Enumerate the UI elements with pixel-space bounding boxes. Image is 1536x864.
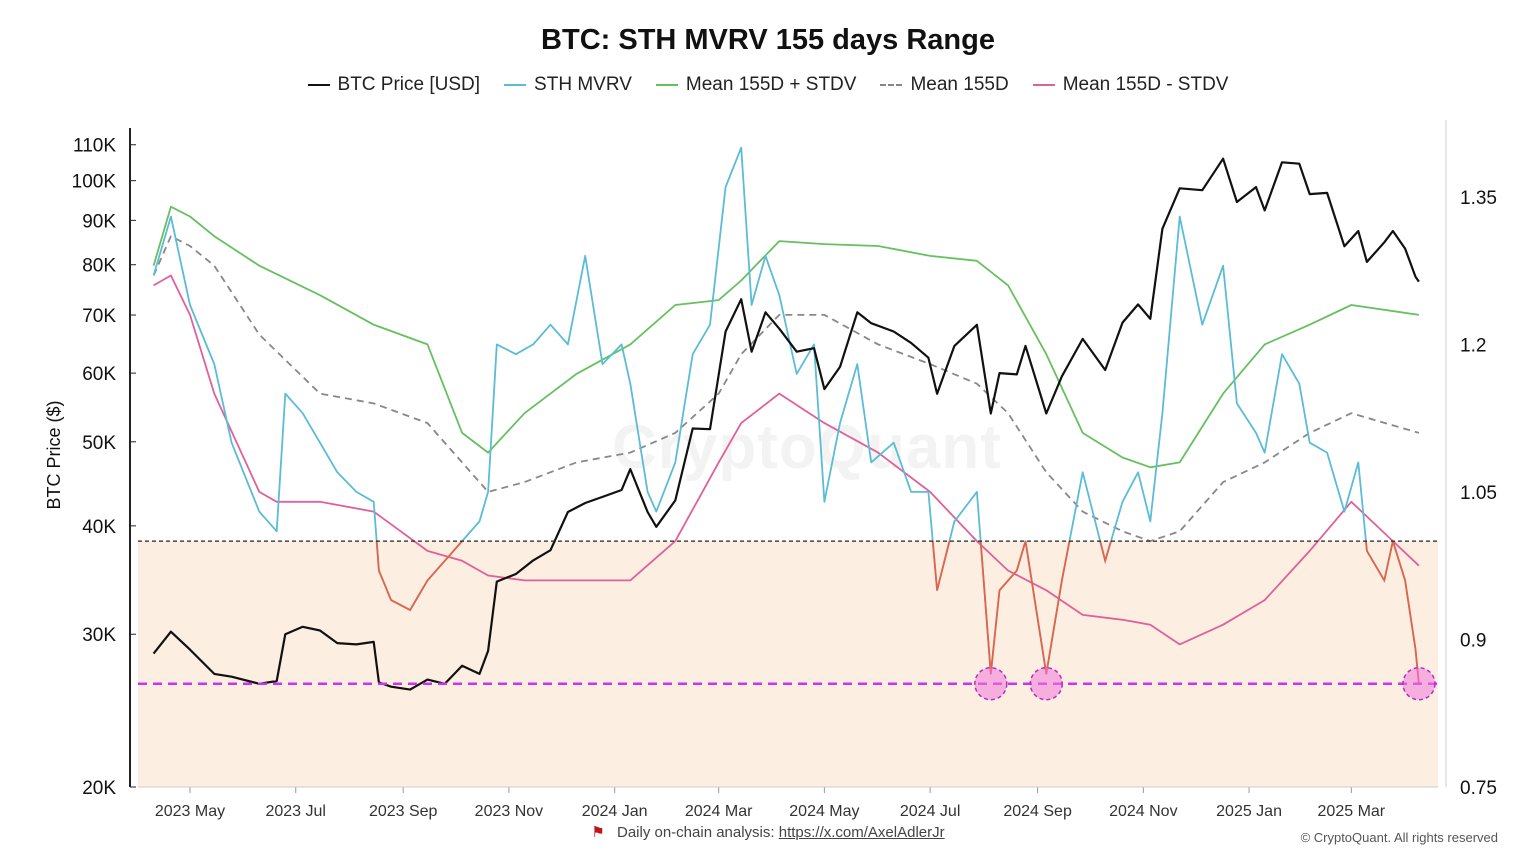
highlight-circle xyxy=(1402,666,1436,701)
legend-swatch xyxy=(1032,84,1055,86)
legend-swatch xyxy=(307,84,330,86)
y-tick-label: 80K xyxy=(82,256,116,277)
y2-tick-label: 1.2 xyxy=(1460,335,1486,356)
y2-tick-label: 1.35 xyxy=(1460,188,1497,209)
y-tick-label: 100K xyxy=(72,172,117,193)
shaded-band-layer xyxy=(138,541,1438,787)
x-tick-label: 2024 Jan xyxy=(582,803,648,820)
shaded-region xyxy=(138,541,1438,787)
x-tick-label: 2023 May xyxy=(155,803,225,820)
footer-text: Daily on-chain analysis: xyxy=(616,824,779,841)
x-tick-label: 2025 Mar xyxy=(1318,803,1386,820)
legend-swatch xyxy=(880,84,903,86)
legend-label: STH MVRV xyxy=(534,74,632,95)
series-line-mean-155d-stdv xyxy=(152,205,1420,469)
chart-title: BTC: STH MVRV 155 days Range xyxy=(541,24,995,56)
x-tick-label: 2024 Mar xyxy=(685,803,753,820)
series-line-mean-155d xyxy=(152,235,1420,542)
legend-swatch xyxy=(504,84,527,86)
y2-tick-label: 0.75 xyxy=(1460,778,1497,799)
reference-lines-layer xyxy=(138,540,1438,685)
highlight-circle xyxy=(1029,666,1064,701)
x-tick-label: 2023 Nov xyxy=(475,803,544,820)
x-tick-label: 2023 Sep xyxy=(369,803,438,820)
x-tick-label: 2023 Jul xyxy=(265,803,326,820)
y-tick-label: 70K xyxy=(82,306,116,327)
y-tick-label: 60K xyxy=(82,364,116,385)
x-tick-label: 2024 Jul xyxy=(900,803,961,820)
y2-tick-label: 1.05 xyxy=(1460,483,1497,504)
y-tick-label: 30K xyxy=(82,625,116,646)
y2-tick-label: 0.9 xyxy=(1460,630,1486,651)
series-line-sth-mvrv-below-one xyxy=(375,541,1420,684)
legend-swatch xyxy=(655,84,678,86)
series-line-mean-155d-stdv xyxy=(153,274,1420,646)
legend-item-btc-price[interactable]: BTC Price [USD] xyxy=(307,74,481,96)
footer-note: ⚑ Daily on-chain analysis: https://x.com… xyxy=(0,823,1536,841)
copyright-text: © CryptoQuant. All rights reserved xyxy=(1300,830,1498,845)
legend-item-mean-minus-stdv[interactable]: Mean 155D - STDV xyxy=(1032,74,1229,96)
highlight-circle xyxy=(974,666,1008,701)
x-tick-label: 2025 Jan xyxy=(1216,803,1282,820)
x-tick-label: 2024 Nov xyxy=(1109,803,1178,820)
legend-label: Mean 155D xyxy=(910,74,1009,95)
x-tick-label: 2024 Sep xyxy=(1003,803,1072,820)
y-tick-label: 110K xyxy=(73,136,116,157)
flag-icon: ⚑ xyxy=(591,824,605,841)
legend-label: Mean 155D + STDV xyxy=(685,74,857,95)
x-tick-label: 2024 May xyxy=(789,803,859,820)
legend: BTC Price [USD] STH MVRV Mean 155D + STD… xyxy=(0,74,1536,96)
legend-label: Mean 155D - STDV xyxy=(1062,74,1229,95)
y-tick-label: 40K xyxy=(82,517,116,538)
legend-item-mean[interactable]: Mean 155D xyxy=(880,74,1009,96)
y-axis-label: BTC Price ($) xyxy=(44,400,64,509)
axes-layer: 20K 30K 40K 50K 60K 70K 80K 90K 100K 110K 0.75 0.9 1… xyxy=(44,120,1497,820)
y-tick-label: 20K xyxy=(82,778,116,799)
y-tick-label: 90K xyxy=(82,211,116,232)
legend-label: BTC Price [USD] xyxy=(337,74,481,95)
y-tick-label: 50K xyxy=(82,433,116,454)
footer-link[interactable]: https://x.com/AxelAdlerJr xyxy=(778,824,945,841)
highlights-layer xyxy=(974,666,1436,701)
legend-item-mean-plus-stdv[interactable]: Mean 155D + STDV xyxy=(655,74,857,96)
legend-item-sth-mvrv[interactable]: STH MVRV xyxy=(504,74,632,96)
